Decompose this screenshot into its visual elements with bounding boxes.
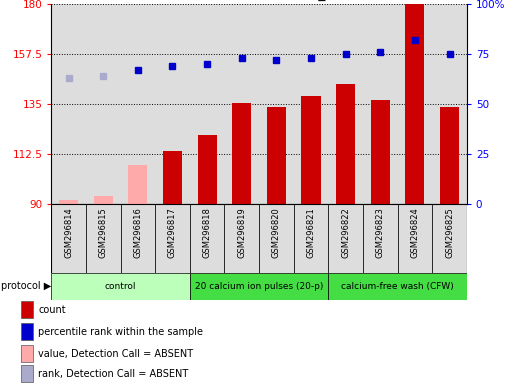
Text: control: control: [105, 281, 136, 291]
Bar: [86, 4, 121, 204]
Text: GSM296821: GSM296821: [306, 207, 315, 258]
Text: GSM296820: GSM296820: [272, 207, 281, 258]
Bar: [198, 135, 216, 204]
Bar: [51, 4, 86, 204]
Text: value, Detection Call = ABSENT: value, Detection Call = ABSENT: [38, 349, 193, 359]
Bar: [440, 107, 459, 204]
Bar: [155, 4, 190, 204]
Bar: [432, 204, 467, 273]
Bar: [363, 4, 398, 204]
Bar: [259, 4, 293, 204]
Bar: [259, 204, 293, 273]
Bar: [225, 4, 259, 204]
Bar: [21, 323, 33, 340]
Bar: [293, 204, 328, 273]
Bar: [405, 4, 424, 204]
Bar: [86, 204, 121, 273]
Text: GSM296818: GSM296818: [203, 207, 212, 258]
Bar: [328, 204, 363, 273]
Bar: [121, 4, 155, 204]
Text: 20 calcium ion pulses (20-p): 20 calcium ion pulses (20-p): [195, 281, 323, 291]
Bar: [225, 204, 259, 273]
Text: GSM296817: GSM296817: [168, 207, 177, 258]
Bar: [363, 204, 398, 273]
Bar: [155, 204, 190, 273]
Text: GSM296815: GSM296815: [98, 207, 108, 258]
Bar: [21, 301, 33, 318]
Text: GSM296819: GSM296819: [237, 207, 246, 258]
Bar: [432, 4, 467, 204]
Text: count: count: [38, 305, 66, 314]
Text: percentile rank within the sample: percentile rank within the sample: [38, 327, 204, 337]
Text: GSM296814: GSM296814: [64, 207, 73, 258]
Bar: [51, 273, 190, 300]
Text: GSM296825: GSM296825: [445, 207, 454, 258]
Bar: [302, 96, 321, 204]
Bar: [371, 100, 390, 204]
Text: GSM296824: GSM296824: [410, 207, 420, 258]
Bar: [190, 204, 225, 273]
Bar: [121, 204, 155, 273]
Bar: [190, 273, 328, 300]
Bar: [163, 151, 182, 204]
Bar: [328, 273, 467, 300]
Title: GDS3293 / 1422909_at: GDS3293 / 1422909_at: [179, 0, 340, 2]
Bar: [336, 84, 355, 204]
Bar: [128, 165, 147, 204]
Text: protocol ▶: protocol ▶: [1, 281, 51, 291]
Bar: [21, 345, 33, 362]
Bar: [94, 196, 113, 204]
Bar: [232, 103, 251, 204]
Bar: [51, 204, 86, 273]
Bar: [398, 204, 432, 273]
Text: GSM296816: GSM296816: [133, 207, 143, 258]
Text: GSM296823: GSM296823: [376, 207, 385, 258]
Bar: [21, 366, 33, 382]
Text: calcium-free wash (CFW): calcium-free wash (CFW): [341, 281, 454, 291]
Bar: [328, 4, 363, 204]
Bar: [293, 4, 328, 204]
Bar: [267, 107, 286, 204]
Text: rank, Detection Call = ABSENT: rank, Detection Call = ABSENT: [38, 369, 189, 379]
Text: GSM296822: GSM296822: [341, 207, 350, 258]
Bar: [59, 200, 78, 204]
Bar: [190, 4, 225, 204]
Bar: [398, 4, 432, 204]
